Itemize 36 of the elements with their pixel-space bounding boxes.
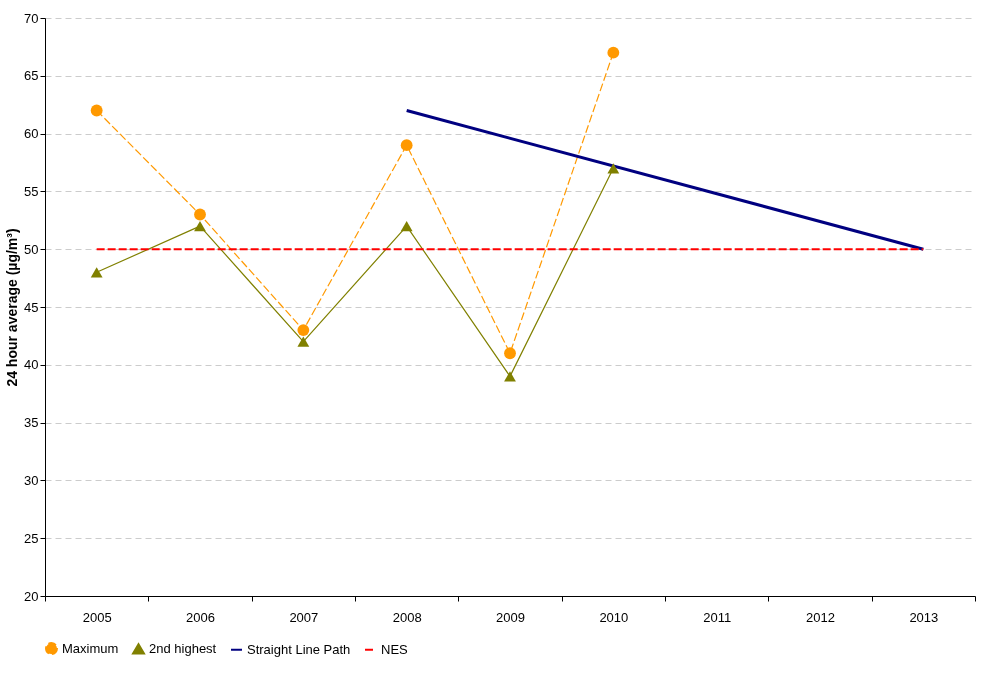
- y-tick-label: 45: [24, 299, 39, 315]
- point: [194, 220, 206, 232]
- legend-label: 2nd highest: [149, 640, 217, 656]
- y-axis-title: 24 hour average (µg/m³): [4, 228, 21, 387]
- y-tick-label: 50: [24, 241, 39, 257]
- y-tick-label: 40: [24, 357, 39, 373]
- x-tick-label: 2005: [82, 609, 112, 625]
- legend-label: NES: [381, 641, 409, 657]
- y-tick-label: 65: [24, 68, 39, 84]
- y-tick-label: 70: [24, 10, 39, 26]
- point: [400, 220, 413, 232]
- x-tick-label: 2012: [806, 609, 835, 625]
- y-tick-label: 20: [24, 588, 39, 604]
- x-tick-label: 2011: [703, 609, 732, 625]
- x-tick-label: 2008: [392, 609, 422, 625]
- point: [90, 104, 103, 117]
- point: [504, 347, 516, 360]
- point: [400, 139, 413, 152]
- y-tick-label: 60: [24, 126, 39, 142]
- point: [607, 163, 620, 174]
- x-tick-label: 2010: [599, 609, 629, 625]
- x-tick-label: 2006: [186, 609, 215, 625]
- x-tick-label: 2007: [289, 609, 319, 625]
- legend-label: Maximum: [62, 640, 119, 656]
- x-tick-label: 2009: [496, 609, 525, 625]
- point: [194, 208, 206, 221]
- point: [607, 46, 620, 59]
- point: [297, 336, 310, 347]
- x-tick-label: 2013: [909, 609, 939, 625]
- y-tick-label: 35: [24, 415, 39, 431]
- legend-label: Straight Line Path: [247, 641, 351, 657]
- y-tick-label: 30: [24, 472, 39, 488]
- y-tick-label: 25: [24, 530, 39, 546]
- point: [90, 267, 103, 278]
- y-tick-label: 55: [24, 183, 39, 199]
- point: [297, 324, 310, 337]
